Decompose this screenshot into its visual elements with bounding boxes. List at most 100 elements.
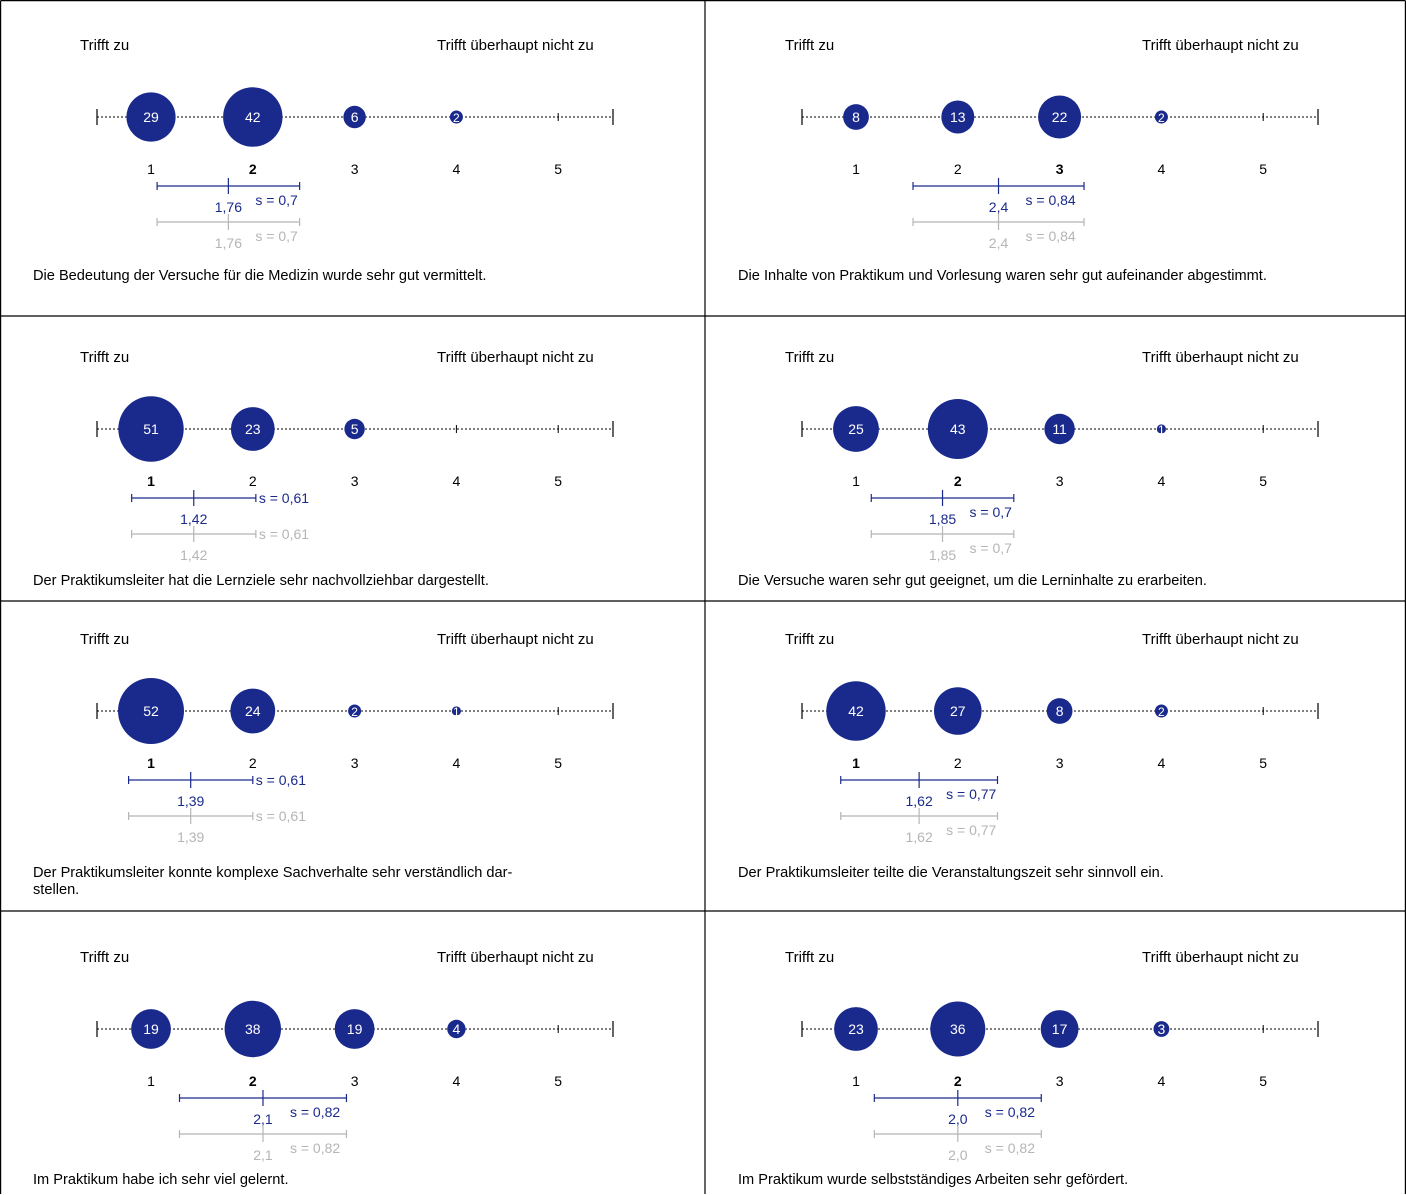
response-bubble bbox=[447, 1019, 466, 1039]
scale-tick-label: 1 bbox=[147, 1073, 155, 1089]
bubble-count-label: 43 bbox=[950, 421, 966, 437]
statement-text: Der Praktikumsleiter teilte die Veransta… bbox=[738, 865, 1164, 881]
statement-text: Die Versuche waren sehr gut geeignet, um… bbox=[738, 573, 1207, 589]
bubble-count-label: 23 bbox=[848, 1021, 864, 1037]
response-bubble bbox=[224, 1000, 281, 1058]
reference-sd-label: s = 0,82 bbox=[290, 1140, 340, 1156]
reference-mean-label: 1,39 bbox=[177, 829, 204, 845]
rating-chart: 1 2 3 4 551 23 51,42s = 0,611,42s = 0,61 bbox=[96, 396, 614, 563]
statement-text: Der Praktikumsleiter konnte komplexe Sac… bbox=[33, 865, 513, 898]
rating-chart: 1 2 3 4 5 29 42 6 2 1,76 s = 0,7 1,76 s = 0,7 bbox=[96, 87, 614, 251]
scale-tick-label: 5 bbox=[1259, 1073, 1267, 1089]
scale-tick-label: 5 bbox=[554, 755, 562, 771]
response-bubble bbox=[934, 687, 982, 735]
rating-chart: 1 2 3 4 525 43 11 11,85 s = 0,71,85 s = 0,7 bbox=[801, 399, 1319, 563]
bubble-count-label: 38 bbox=[245, 1021, 261, 1037]
bubble-count-label: 24 bbox=[245, 703, 261, 719]
bubble-count-label: 42 bbox=[848, 703, 864, 719]
scale-tick-label: 3 bbox=[1056, 473, 1064, 489]
scale-tick-label: 2 bbox=[954, 161, 962, 177]
mean-sd-label: s = 0,7 bbox=[255, 192, 298, 208]
scale-tick-label: 4 bbox=[453, 1073, 461, 1089]
response-bubble bbox=[1046, 698, 1073, 724]
scale-tick-label: 2 bbox=[954, 473, 962, 489]
mean-mean-label: 2,0 bbox=[948, 1111, 968, 1127]
response-bubble bbox=[118, 396, 184, 462]
bubble-count-label: 17 bbox=[1052, 1021, 1068, 1037]
mean-mean-label: 1,85 bbox=[929, 511, 956, 527]
scale-tick-label: 5 bbox=[554, 1073, 562, 1089]
scale-tick-label: 4 bbox=[1158, 473, 1166, 489]
reference-sd-label: s = 0,77 bbox=[946, 822, 996, 838]
scale-tick-label: 4 bbox=[453, 473, 461, 489]
scale-left-label: Trifft zu bbox=[785, 949, 835, 966]
scale-tick-label: 1 bbox=[147, 161, 155, 177]
rating-panel: Trifft zu Trifft überhaupt nicht zu 1 2 3 4 5 4… bbox=[705, 601, 1406, 911]
bubble-count-label: 1 bbox=[1158, 423, 1165, 437]
response-bubble bbox=[941, 100, 975, 134]
mean-sd-label: s = 0,61 bbox=[259, 490, 309, 506]
scale-tick-label: 3 bbox=[351, 473, 359, 489]
scale-tick-label: 4 bbox=[1158, 1073, 1166, 1089]
scale-tick-label: 3 bbox=[351, 1073, 359, 1089]
bubble-count-label: 11 bbox=[1052, 421, 1067, 437]
scale-right-label: Trifft überhaupt nicht zu bbox=[1142, 37, 1299, 54]
bubble-count-label: 2 bbox=[1158, 705, 1165, 719]
response-bubble bbox=[223, 87, 283, 147]
scale-right-label: Trifft überhaupt nicht zu bbox=[437, 949, 594, 966]
scale-right-label: Trifft überhaupt nicht zu bbox=[1142, 349, 1299, 366]
scale-left-label: Trifft zu bbox=[785, 37, 835, 54]
response-bubble bbox=[131, 1009, 171, 1049]
response-bubble bbox=[1038, 95, 1082, 139]
bubble-count-label: 6 bbox=[351, 109, 359, 125]
reference-mean-label: 2,4 bbox=[989, 235, 1009, 251]
bubble-count-label: 42 bbox=[245, 109, 261, 125]
reference-mean-label: 1,62 bbox=[905, 829, 932, 845]
rating-panel: Trifft zu Trifft überhaupt nicht zu 1 2 3 4 5 1… bbox=[0, 911, 705, 1194]
response-bubble bbox=[126, 92, 176, 142]
bubble-count-label: 36 bbox=[950, 1021, 966, 1037]
scale-left-label: Trifft zu bbox=[80, 349, 130, 366]
response-bubble bbox=[230, 688, 276, 734]
bubble-count-label: 52 bbox=[143, 703, 159, 719]
bubble-count-label: 19 bbox=[143, 1021, 159, 1037]
scale-tick-label: 1 bbox=[147, 473, 155, 489]
bubble-count-label: 2 bbox=[351, 705, 358, 719]
bubble-count-label: 22 bbox=[1052, 109, 1068, 125]
scale-tick-label: 1 bbox=[852, 473, 860, 489]
scale-right-label: Trifft überhaupt nicht zu bbox=[437, 631, 594, 648]
scale-tick-label: 2 bbox=[249, 161, 257, 177]
scale-tick-label: 2 bbox=[954, 1073, 962, 1089]
response-bubble bbox=[927, 399, 988, 459]
rating-panel: Trifft zu Trifft überhaupt nicht zu 1 2 3 4 5 5… bbox=[0, 601, 705, 911]
scale-tick-label: 2 bbox=[249, 1073, 257, 1089]
rating-chart: 1 2 3 4 5 42 27 8 2 1,62 s = 0,77 1,62 s = 0,77 bbox=[801, 681, 1319, 845]
scale-right-label: Trifft überhaupt nicht zu bbox=[437, 349, 594, 366]
bubble-count-label: 3 bbox=[1158, 1021, 1166, 1037]
bubble-count-label: 2 bbox=[1158, 111, 1165, 125]
reference-sd-label: s = 0,7 bbox=[970, 540, 1013, 556]
scale-tick-label: 2 bbox=[249, 755, 257, 771]
response-bubble bbox=[834, 1007, 878, 1051]
reference-mean-label: 1,85 bbox=[929, 547, 956, 563]
bubble-count-label: 8 bbox=[1056, 703, 1064, 719]
scale-left-label: Trifft zu bbox=[785, 631, 835, 648]
reference-sd-label: s = 0,84 bbox=[1026, 228, 1076, 244]
scale-left-label: Trifft zu bbox=[80, 949, 130, 966]
rating-panel: Trifft zu Trifft überhaupt nicht zu 1 2 3 4 5 2… bbox=[705, 911, 1406, 1194]
bubble-count-label: 23 bbox=[245, 421, 261, 437]
reference-mean-label: 1,42 bbox=[180, 547, 207, 563]
mean-mean-label: 2,1 bbox=[253, 1111, 273, 1127]
rating-panel: Trifft zu Trifft überhaupt nicht zu 1 2 3 4 5 2… bbox=[0, 0, 705, 316]
bubble-count-label: 1 bbox=[453, 705, 460, 719]
reference-sd-label: s = 0,61 bbox=[256, 808, 306, 824]
response-bubble bbox=[1040, 1010, 1079, 1048]
mean-mean-label: 1,39 bbox=[177, 793, 204, 809]
scale-tick-label: 5 bbox=[1259, 473, 1267, 489]
statement-text: Im Praktikum habe ich sehr viel gelernt. bbox=[33, 1172, 289, 1188]
mean-sd-label: s = 0,82 bbox=[290, 1104, 340, 1120]
response-bubble bbox=[344, 418, 365, 440]
reference-sd-label: s = 0,61 bbox=[259, 526, 309, 542]
bubble-count-label: 29 bbox=[143, 109, 159, 125]
